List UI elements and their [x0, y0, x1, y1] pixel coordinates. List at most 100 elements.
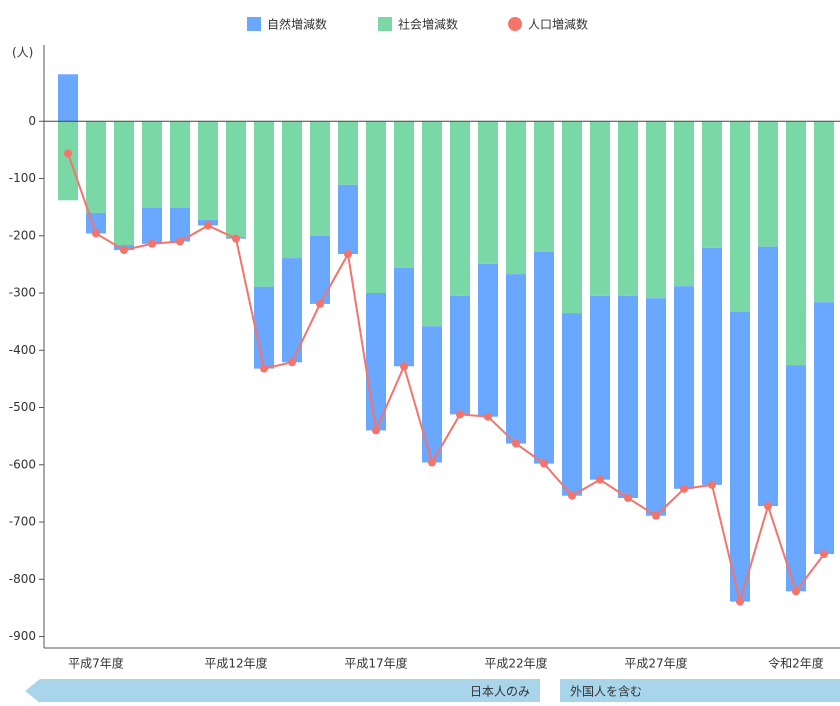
bar [226, 121, 246, 237]
point [204, 221, 212, 230]
y-tick-label: -400 [9, 343, 36, 357]
x-tick-label: 平成12年度 [204, 656, 267, 671]
bar [366, 121, 386, 294]
y-tick-label: -500 [9, 400, 36, 414]
point [652, 511, 660, 520]
point [456, 410, 464, 419]
bar [114, 121, 134, 245]
x-tick-label: 平成27年度 [624, 656, 687, 671]
bar [646, 121, 666, 299]
point [428, 458, 436, 467]
point [568, 491, 576, 500]
bar [170, 207, 190, 242]
bar [142, 121, 162, 208]
y-tick-label: -300 [9, 286, 36, 300]
bar [534, 121, 554, 252]
bar [142, 207, 162, 244]
annotation: 外国人を含む [570, 684, 642, 699]
legend-marker [508, 17, 522, 31]
point [344, 250, 352, 259]
line [67, 152, 825, 606]
bar [338, 121, 358, 185]
point [820, 550, 828, 559]
x-tick-label: 令和2年度 [768, 656, 824, 671]
legend-marker [247, 17, 261, 31]
bar [730, 121, 750, 312]
bar [702, 121, 722, 248]
bar [618, 121, 638, 296]
point [680, 484, 688, 493]
point [708, 480, 716, 489]
bar [450, 295, 470, 415]
point [316, 299, 324, 308]
point [176, 237, 184, 246]
bar [282, 121, 302, 259]
bar [282, 258, 302, 363]
bar [674, 121, 694, 287]
legend-label: 人口増減数 [528, 17, 588, 32]
y-tick-label: -800 [9, 572, 36, 586]
bar [674, 286, 694, 489]
bar [170, 121, 190, 208]
bar [646, 298, 666, 516]
bar [58, 74, 78, 122]
bar [562, 121, 582, 314]
point [400, 362, 408, 371]
point [624, 493, 632, 502]
point [596, 475, 604, 484]
point [372, 426, 380, 435]
point [764, 502, 772, 511]
bar [562, 313, 582, 496]
bar [254, 286, 274, 369]
bar [338, 184, 358, 255]
arrow-band [25, 679, 540, 703]
x-tick-label: 平成17年度 [344, 656, 407, 671]
annotation: 日本人のみ [470, 685, 530, 699]
bar [394, 267, 414, 367]
point [64, 149, 72, 158]
y-tick-label: -700 [9, 515, 36, 529]
legend-marker [378, 17, 392, 31]
y-axis-label: (人) [12, 46, 33, 60]
band [560, 679, 840, 703]
bar [394, 121, 414, 268]
bar [702, 247, 722, 485]
point [288, 358, 296, 367]
bar [310, 121, 330, 236]
legend-label: 自然増減数 [267, 17, 327, 32]
y-tick-label: -900 [9, 629, 36, 643]
bar [618, 295, 638, 498]
x-tick-label: 平成7年度 [68, 656, 124, 671]
bar [758, 246, 778, 507]
bar [534, 251, 554, 464]
bar [450, 121, 470, 296]
bar [730, 311, 750, 602]
point [736, 597, 744, 606]
x-tick-label: 平成22年度 [484, 656, 547, 671]
bar [198, 121, 218, 220]
bar [478, 121, 498, 264]
bar [786, 121, 806, 366]
bar [422, 121, 442, 327]
bar [590, 295, 610, 480]
point [792, 587, 800, 596]
point [540, 459, 548, 468]
bar [814, 302, 834, 555]
y-tick-label: -600 [9, 457, 36, 471]
bar [254, 121, 274, 287]
point [484, 412, 492, 421]
y-tick-label: 0 [28, 114, 36, 128]
point [120, 246, 128, 255]
point [148, 239, 156, 248]
point [92, 229, 100, 238]
legend-label: 社会増減数 [398, 17, 458, 32]
bar [506, 274, 526, 444]
bar [58, 121, 78, 201]
point [512, 439, 520, 448]
bar [422, 326, 442, 463]
bar [366, 293, 386, 431]
bar [506, 121, 526, 275]
bar [478, 263, 498, 417]
bar [758, 121, 778, 247]
